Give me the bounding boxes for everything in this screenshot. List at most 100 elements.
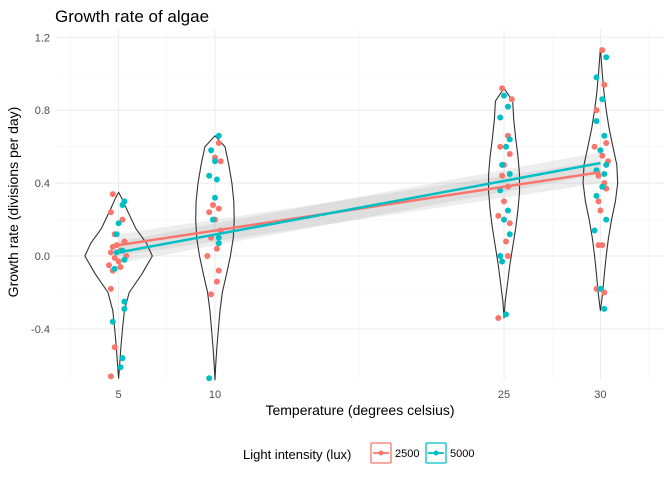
data-point-2500: [106, 262, 112, 269]
data-point-2500: [109, 191, 116, 198]
legend-label-5000: 5000: [450, 448, 474, 460]
data-point-5000: [503, 311, 509, 318]
data-point-5000: [121, 305, 128, 312]
legend-key-box-2500: [370, 442, 392, 464]
data-point-5000: [506, 136, 513, 143]
violin-10: [195, 135, 235, 381]
data-point-5000: [497, 253, 504, 259]
data-point-2500: [599, 152, 606, 159]
data-point-5000: [601, 305, 608, 312]
data-point-5000: [113, 231, 120, 238]
data-point-5000: [506, 231, 513, 238]
data-point-2500: [497, 143, 504, 150]
data-point-5000: [603, 161, 610, 168]
data-point-2500: [504, 253, 511, 259]
data-point-2500: [508, 96, 515, 103]
data-point-2500: [109, 243, 116, 250]
data-point-2500: [499, 85, 506, 92]
data-point-5000: [497, 187, 504, 194]
y-tick-label: 1.2: [35, 32, 50, 44]
data-point-5000: [115, 220, 122, 227]
data-point-5000: [503, 143, 509, 150]
data-point-5000: [597, 147, 604, 154]
data-point-5000: [603, 216, 610, 223]
data-point-2500: [503, 238, 509, 245]
data-point-2500: [601, 289, 608, 296]
data-point-5000: [215, 234, 222, 241]
data-point-2500: [499, 172, 506, 179]
data-point-5000: [593, 74, 600, 81]
data-point-5000: [109, 318, 116, 325]
data-point-2500: [117, 264, 124, 270]
data-point-2500: [213, 245, 220, 252]
data-point-5000: [210, 216, 216, 223]
data-point-2500: [597, 207, 604, 214]
y-tick-label: -0.4: [31, 324, 50, 336]
data-point-5000: [121, 298, 128, 305]
data-point-2500: [208, 291, 215, 298]
data-points: [106, 47, 612, 382]
data-point-5000: [212, 194, 218, 201]
data-point-2500: [204, 253, 211, 259]
data-point-2500: [210, 202, 216, 208]
data-point-2500: [599, 47, 606, 54]
data-point-5000: [215, 240, 222, 247]
data-point-5000: [504, 103, 511, 110]
x-tick-label: 5: [116, 389, 122, 401]
data-point-5000: [121, 256, 128, 263]
data-point-2500: [115, 258, 122, 265]
data-point-2500: [215, 267, 222, 274]
data-point-2500: [215, 140, 222, 146]
data-point-5000: [599, 96, 606, 103]
data-point-2500: [107, 209, 114, 216]
x-tick-label: 25: [498, 389, 510, 401]
data-point-5000: [603, 54, 610, 61]
data-point-5000: [499, 258, 506, 265]
legend: Light intensity (lux) 2500 5000: [243, 442, 474, 464]
legend-key-box-5000: [425, 442, 447, 464]
data-point-2500: [591, 143, 598, 150]
data-point-2500: [595, 172, 602, 179]
data-point-2500: [217, 158, 224, 165]
data-point-2500: [501, 198, 507, 205]
data-point-2500: [495, 212, 502, 219]
data-point-2500: [495, 315, 502, 321]
data-point-5000: [119, 202, 126, 208]
data-point-2500: [213, 278, 220, 285]
data-point-2500: [593, 107, 600, 114]
data-point-2500: [506, 151, 513, 157]
trend-lines: [118, 161, 601, 254]
data-point-5000: [119, 355, 126, 362]
data-point-5000: [113, 249, 120, 256]
data-point-5000: [497, 114, 504, 121]
data-point-5000: [593, 118, 600, 125]
data-point-2500: [107, 249, 114, 256]
data-point-5000: [501, 216, 507, 223]
x-axis-title: Temperature (degrees celsius): [265, 402, 454, 418]
trend-line-5000: [118, 161, 601, 254]
data-point-2500: [119, 216, 126, 223]
data-point-2500: [206, 209, 213, 216]
legend-title: Light intensity (lux): [243, 447, 351, 462]
data-point-5000: [117, 364, 124, 371]
data-point-2500: [107, 373, 114, 380]
chart-title: Growth rate of algae: [55, 7, 209, 26]
data-point-5000: [591, 227, 598, 234]
legend-key-point-2500: [378, 450, 384, 456]
data-point-5000: [597, 285, 604, 292]
data-point-2500: [215, 205, 222, 212]
data-point-5000: [593, 192, 600, 199]
grid: [55, 30, 664, 380]
x-tick-label: 30: [594, 389, 606, 401]
data-point-2500: [107, 285, 114, 292]
data-point-5000: [499, 161, 506, 168]
axis-ticks: 5 10 25 30 -0.4 0.0 0.4 0.8 1.2: [31, 32, 606, 401]
data-point-5000: [599, 183, 606, 190]
legend-key-point-5000: [433, 450, 439, 456]
data-point-5000: [601, 132, 608, 139]
y-tick-label: 0.8: [35, 105, 50, 117]
data-point-5000: [215, 132, 222, 139]
data-point-2500: [111, 254, 118, 261]
data-point-2500: [595, 198, 602, 205]
data-point-5000: [213, 176, 220, 183]
